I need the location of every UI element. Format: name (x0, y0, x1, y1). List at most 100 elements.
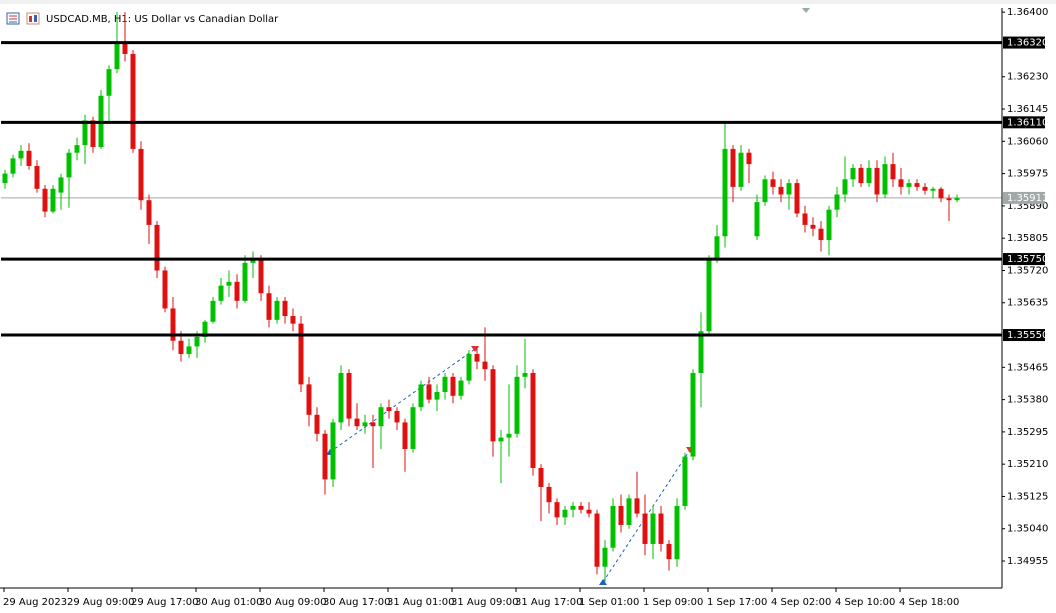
candle-body (58, 177, 64, 193)
candle-body (762, 179, 768, 203)
candle-body (770, 179, 776, 187)
candle-body (922, 186, 928, 191)
candle-body (626, 498, 632, 525)
candle-body (250, 259, 256, 263)
candle-body (938, 188, 944, 199)
level-label: 1.36110 (1007, 117, 1048, 128)
candle-body (722, 148, 728, 237)
candle-body (274, 300, 280, 320)
candle-body (314, 414, 320, 434)
candle-body (162, 270, 168, 309)
candle-body (690, 373, 696, 457)
x-tick-label: 29 Aug 17:00 (131, 597, 198, 608)
candle-body (570, 505, 576, 510)
candle-body (850, 167, 856, 180)
candle-body (290, 316, 296, 324)
shift-marker (802, 8, 810, 13)
y-tick-label: 1.35635 (1007, 298, 1048, 309)
x-tick-label: 4 Sep 18:00 (899, 597, 959, 608)
y-tick-label: 1.36400 (1007, 7, 1048, 18)
candle-body (186, 346, 192, 355)
candle-body (346, 373, 352, 419)
candle-body (410, 407, 416, 449)
candle-body (170, 308, 176, 341)
candle-body (746, 152, 752, 165)
candle-body (946, 198, 952, 201)
candle-body (322, 433, 328, 480)
candle-body (202, 321, 208, 337)
candle-body (242, 262, 248, 301)
candle-body (2, 173, 8, 184)
chart-title: USDCAD.MB, H1: US Dollar vs Canadian Dol… (46, 14, 279, 25)
candle-body (66, 152, 72, 178)
level-label-box (1003, 116, 1045, 129)
x-tick-label: 30 Aug 17:00 (323, 597, 390, 608)
candle-body (426, 384, 432, 400)
candle-body (226, 281, 232, 286)
y-tick-label: 1.35295 (1007, 427, 1048, 438)
candle-body (674, 505, 680, 560)
candle-body (306, 384, 312, 415)
candle-body (522, 373, 528, 377)
candle-body (298, 323, 304, 385)
y-tick-label: 1.35040 (1007, 524, 1048, 535)
candle-body (730, 148, 736, 187)
candle-body (530, 373, 536, 468)
candle-body (194, 336, 200, 347)
candle-body (514, 376, 520, 434)
candle-body (466, 354, 472, 381)
candle-body (266, 293, 272, 320)
x-tick-label: 31 Aug 01:00 (387, 597, 454, 608)
x-tick-label: 4 Sep 02:00 (771, 597, 831, 608)
candle-body (738, 152, 744, 187)
y-tick-label: 1.34955 (1007, 556, 1048, 567)
candle-body (786, 183, 792, 195)
candle-body (506, 433, 512, 438)
level-label: 1.35750 (1007, 254, 1048, 265)
candle-body (602, 547, 608, 567)
candle-body (890, 164, 896, 180)
y-tick-label: 1.35805 (1007, 233, 1048, 244)
candle-body (802, 213, 808, 225)
x-tick-label: 1 Sep 17:00 (707, 597, 767, 608)
candle-body (778, 186, 784, 195)
candle-body (218, 285, 224, 301)
candle-body (666, 543, 672, 560)
candle-body (394, 410, 400, 423)
candle-body (834, 194, 840, 210)
candle-body (874, 167, 880, 195)
y-tick-label: 1.36060 (1007, 136, 1048, 147)
candle-body (114, 42, 120, 70)
candle-body (130, 53, 136, 149)
candle-body (42, 188, 48, 212)
y-tick-label: 1.36230 (1007, 72, 1048, 83)
level-label: 1.36320 (1007, 38, 1048, 49)
candle-body (106, 69, 112, 96)
candle-body (906, 183, 912, 187)
candle-body (914, 183, 920, 187)
candle-body (146, 200, 152, 225)
x-tick-label: 4 Sep 10:00 (835, 597, 895, 608)
current-price-box (1003, 191, 1045, 204)
candle-body (586, 509, 592, 514)
candle-body (842, 179, 848, 195)
x-tick-label: 29 Aug 2023 (3, 597, 67, 608)
candle-body (658, 513, 664, 544)
candle-body (442, 376, 448, 393)
x-tick-label: 29 Aug 09:00 (67, 597, 134, 608)
y-tick-label: 1.35465 (1007, 362, 1048, 373)
candle-body (642, 513, 648, 544)
candle-body (490, 369, 496, 442)
candle-body (810, 224, 816, 229)
candle-body (330, 422, 336, 480)
candle-body (482, 361, 488, 370)
candle-body (434, 392, 440, 400)
candle-body (866, 167, 872, 184)
candle-body (82, 120, 88, 146)
x-tick-label: 31 Aug 17:00 (515, 597, 582, 608)
candle-body (498, 437, 504, 442)
